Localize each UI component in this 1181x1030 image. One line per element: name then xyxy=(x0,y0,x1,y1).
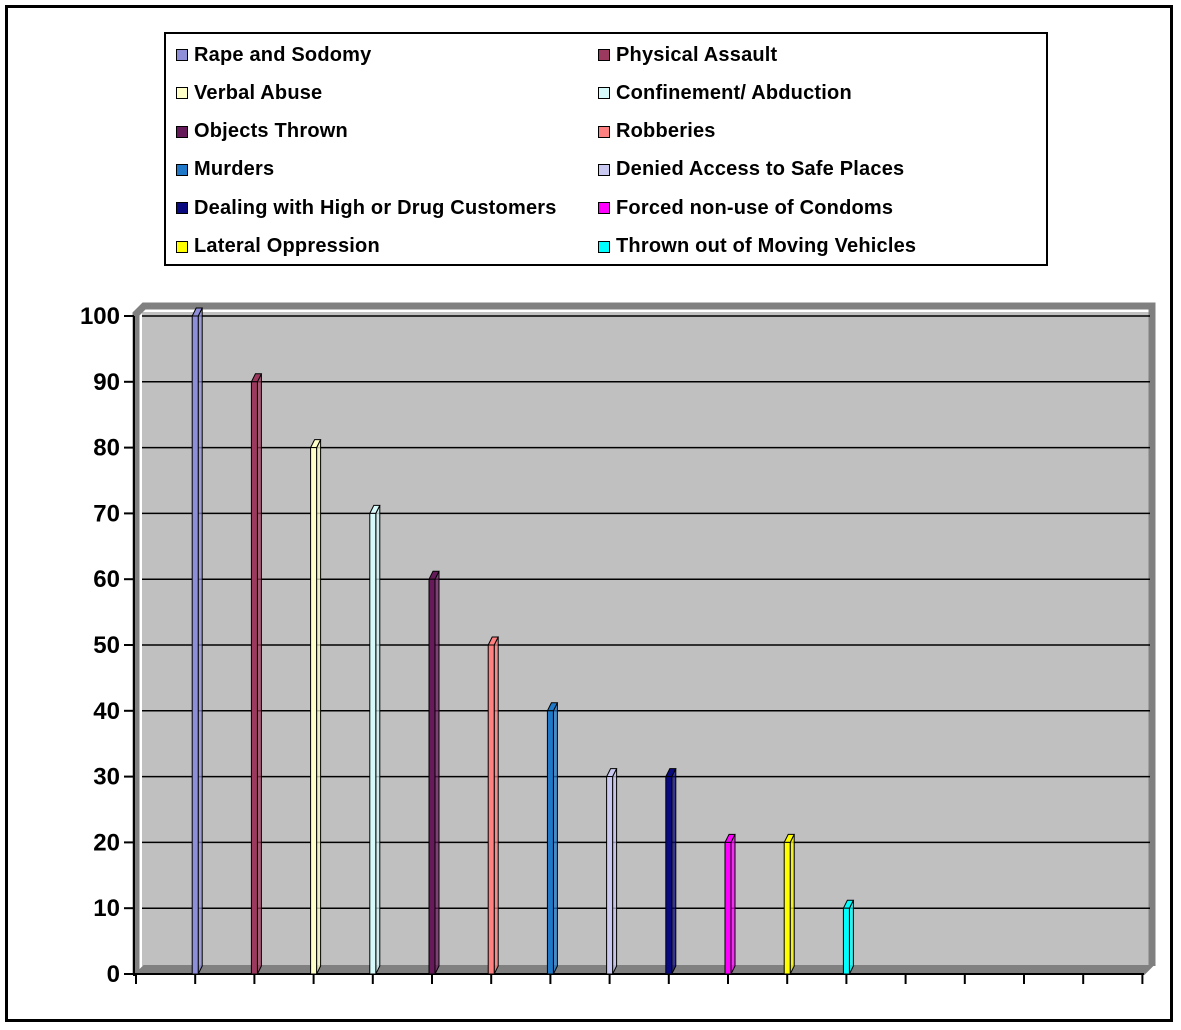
legend-label: Denied Access to Safe Places xyxy=(616,158,905,181)
legend-label: Murders xyxy=(194,158,275,181)
y-tick-label: 60 xyxy=(93,566,120,593)
bar-side xyxy=(434,570,440,975)
bar-side xyxy=(316,439,322,975)
bar xyxy=(428,578,436,975)
bar-side xyxy=(671,768,677,975)
legend-label: Dealing with High or Drug Customers xyxy=(194,196,557,219)
legend-item: Denied Access to Safe Places xyxy=(598,158,905,181)
bar-side xyxy=(789,834,795,975)
bar-side xyxy=(848,899,854,975)
legend-label: Confinement/ Abduction xyxy=(616,81,852,104)
y-tick-label: 100 xyxy=(80,303,120,330)
bar xyxy=(665,776,673,975)
legend-swatch xyxy=(176,49,188,61)
legend-item: Robberies xyxy=(598,120,716,143)
y-tick-label: 40 xyxy=(93,698,120,725)
bar xyxy=(606,776,614,975)
y-tick-label: 20 xyxy=(93,829,120,856)
legend-swatch xyxy=(598,240,610,253)
legend-swatch xyxy=(598,125,610,138)
y-tick-label: 0 xyxy=(107,961,120,988)
legend-label: Thrown out of Moving Vehicles xyxy=(616,235,917,257)
legend-item: Physical Assault xyxy=(598,44,777,66)
legend-swatch xyxy=(176,163,188,176)
bar-side xyxy=(730,834,736,975)
legend-swatch xyxy=(598,202,610,215)
legend-item: Lateral Oppression xyxy=(176,235,380,258)
y-tick-label: 50 xyxy=(93,632,120,659)
y-tick-label: 10 xyxy=(93,895,120,922)
legend-label: Physical Assault xyxy=(616,43,778,66)
y-tick-label: 30 xyxy=(93,764,120,791)
bar-side xyxy=(197,307,203,975)
chart-legend: Rape and Sodomy Physical Assault Verbal Ab… xyxy=(164,32,1048,266)
plot-wall-border xyxy=(132,302,1156,974)
legend-item: Rape and Sodomy xyxy=(176,44,371,66)
legend-item: Confinement/ Abduction xyxy=(598,82,852,104)
bar-side xyxy=(256,373,262,975)
bar xyxy=(724,841,732,975)
legend-label: Lateral Oppression xyxy=(194,235,380,257)
legend-swatch xyxy=(176,240,188,253)
legend-label: Robberies xyxy=(616,120,716,143)
bar-side xyxy=(552,702,558,975)
legend-label: Forced non-use of Condoms xyxy=(616,196,894,219)
bar xyxy=(250,381,258,975)
bar-side xyxy=(612,768,618,975)
legend-swatch xyxy=(176,87,188,100)
bar-side xyxy=(493,636,499,975)
y-tick-label: 80 xyxy=(93,435,120,462)
legend-item: Objects Thrown xyxy=(176,120,348,143)
y-tick-label: 70 xyxy=(93,500,120,527)
legend-item: Dealing with High or Drug Customers xyxy=(176,197,557,219)
plot-wall xyxy=(142,312,1152,966)
bar xyxy=(191,315,199,975)
legend-label: Objects Thrown xyxy=(194,120,348,143)
legend-swatch xyxy=(176,202,188,215)
y-tick-label: 90 xyxy=(93,369,120,396)
legend-swatch xyxy=(176,125,188,138)
legend-item: Verbal Abuse xyxy=(176,82,322,104)
bar xyxy=(842,907,850,975)
bar xyxy=(310,447,318,975)
legend-item: Thrown out of Moving Vehicles xyxy=(598,235,917,258)
legend-label: Verbal Abuse xyxy=(194,81,323,104)
plot-floor xyxy=(133,965,1155,975)
bar xyxy=(546,710,554,975)
legend-swatch xyxy=(598,163,610,176)
legend-item: Forced non-use of Condoms xyxy=(598,197,893,219)
bar xyxy=(369,512,377,975)
legend-item: Murders xyxy=(176,158,275,181)
legend-label: Rape and Sodomy xyxy=(194,43,372,66)
bar-side xyxy=(375,505,381,975)
bar xyxy=(783,841,791,975)
legend-swatch xyxy=(598,87,610,100)
bar xyxy=(487,644,495,975)
legend-swatch xyxy=(598,49,610,61)
